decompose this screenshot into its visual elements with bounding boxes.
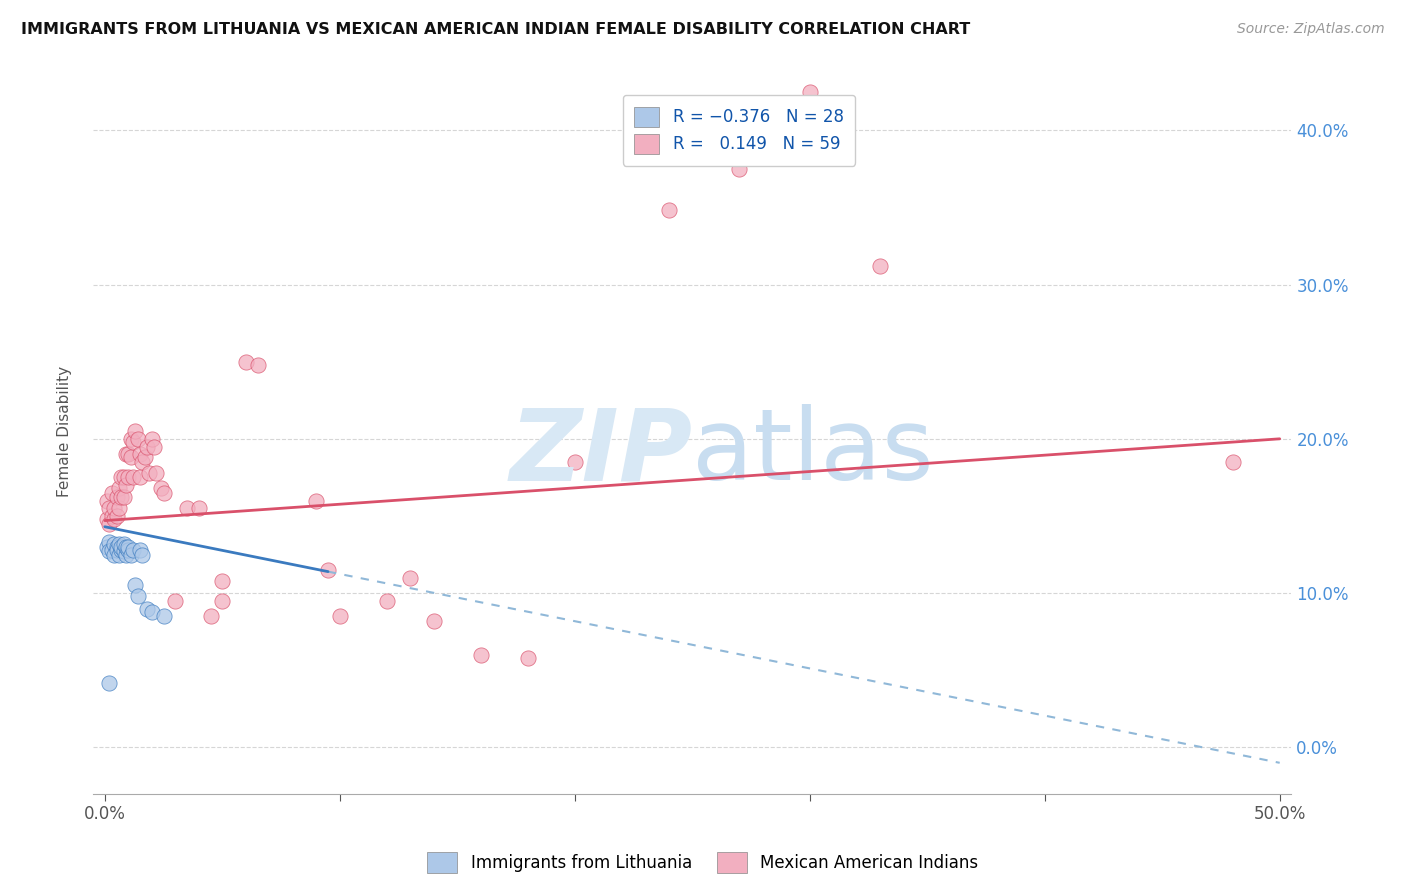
Point (134, 450, 156, 465)
Point (105, 540, 128, 554)
Point (96, 512, 118, 526)
Point (564, 455, 586, 469)
Point (658, 203, 681, 218)
Point (96, 493, 118, 508)
Point (115, 478, 138, 492)
Legend: R = −0.376   N = 28, R =   0.149   N = 59: R = −0.376 N = 28, R = 0.149 N = 59 (623, 95, 855, 166)
Point (316, 563, 339, 577)
Point (112, 491, 135, 505)
Point (105, 542, 128, 557)
Point (101, 508, 124, 523)
Point (103, 548, 125, 562)
Point (103, 512, 125, 526)
Point (103, 501, 125, 516)
Point (246, 358, 269, 372)
Text: IMMIGRANTS FROM LITHUANIA VS MEXICAN AMERICAN INDIAN FEMALE DISABILITY CORRELATI: IMMIGRANTS FROM LITHUANIA VS MEXICAN AME… (21, 22, 970, 37)
Legend: Immigrants from Lithuania, Mexican American Indians: Immigrants from Lithuania, Mexican Ameri… (420, 846, 986, 880)
Point (117, 470, 139, 484)
Point (110, 540, 132, 554)
Point (108, 481, 131, 495)
Point (110, 491, 132, 505)
Point (516, 651, 538, 665)
Point (110, 542, 132, 557)
Text: ZIP: ZIP (509, 404, 692, 501)
Point (470, 648, 492, 662)
Point (138, 466, 160, 480)
Point (112, 544, 135, 558)
Point (98, 535, 121, 549)
Point (115, 548, 138, 562)
Point (869, 259, 891, 273)
Point (211, 594, 233, 608)
Point (122, 434, 145, 449)
Point (235, 354, 257, 368)
Point (108, 537, 131, 551)
Point (98, 544, 121, 558)
Point (131, 455, 153, 469)
Text: Source: ZipAtlas.com: Source: ZipAtlas.com (1237, 22, 1385, 37)
Point (117, 540, 139, 554)
Point (96, 540, 118, 554)
Point (98, 675, 121, 690)
Point (122, 542, 145, 557)
Point (136, 601, 159, 615)
Point (211, 574, 233, 588)
Point (165, 594, 187, 608)
Point (305, 493, 328, 508)
Point (108, 548, 131, 562)
Text: atlas: atlas (692, 404, 934, 501)
Point (145, 466, 167, 480)
Point (112, 470, 135, 484)
Point (101, 542, 124, 557)
Point (105, 491, 128, 505)
Point (127, 432, 149, 446)
Point (799, 85, 821, 99)
Point (141, 605, 163, 619)
Point (150, 481, 173, 495)
Point (422, 614, 444, 628)
Point (129, 470, 152, 484)
Point (124, 578, 146, 592)
Point (127, 589, 149, 603)
Point (176, 501, 198, 516)
Point (101, 485, 124, 500)
Point (200, 609, 222, 624)
Point (141, 432, 163, 446)
Point (131, 548, 153, 562)
Point (110, 470, 132, 484)
Point (375, 594, 398, 608)
Point (98, 501, 121, 516)
Point (329, 609, 352, 624)
Point (143, 440, 166, 454)
Point (108, 501, 131, 516)
Point (120, 432, 142, 446)
Point (1222, 455, 1244, 469)
Point (399, 571, 422, 585)
Point (129, 542, 152, 557)
Point (117, 447, 139, 461)
Point (124, 424, 146, 438)
Point (136, 440, 159, 454)
Point (122, 470, 145, 484)
Point (152, 485, 174, 500)
Point (98, 516, 121, 531)
Point (105, 508, 128, 523)
Point (103, 537, 125, 551)
Point (129, 447, 152, 461)
Y-axis label: Female Disability: Female Disability (58, 366, 72, 497)
Point (152, 609, 174, 624)
Point (117, 542, 139, 557)
Point (120, 548, 142, 562)
Point (120, 450, 142, 465)
Point (112, 537, 135, 551)
Point (728, 161, 751, 176)
Point (187, 501, 209, 516)
Point (115, 447, 138, 461)
Point (115, 540, 138, 554)
